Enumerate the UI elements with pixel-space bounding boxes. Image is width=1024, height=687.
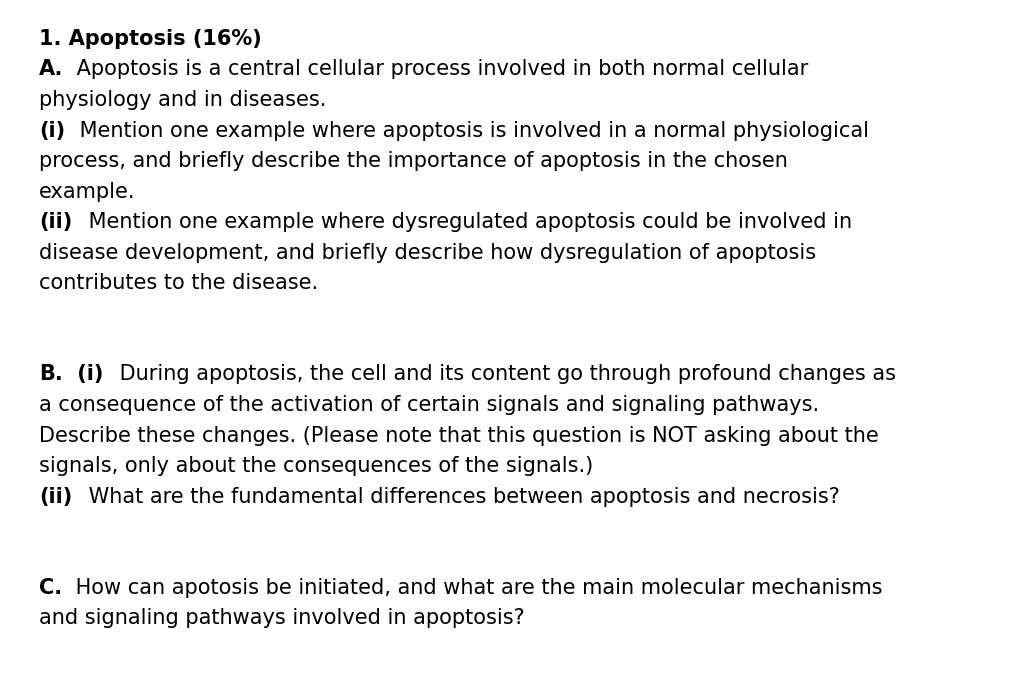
Text: A.: A. <box>39 60 63 80</box>
Text: physiology and in diseases.: physiology and in diseases. <box>39 90 327 110</box>
Text: and signaling pathways involved in apoptosis?: and signaling pathways involved in apopt… <box>39 608 524 629</box>
Text: disease development, and briefly describe how dysregulation of apoptosis: disease development, and briefly describ… <box>39 243 816 263</box>
Text: example.: example. <box>39 181 135 202</box>
Text: signals, only about the consequences of the signals.): signals, only about the consequences of … <box>39 456 593 476</box>
Text: (i): (i) <box>70 364 103 385</box>
Text: Apoptosis is a central cellular process involved in both normal cellular: Apoptosis is a central cellular process … <box>71 60 809 80</box>
Text: Mention one example where dysregulated apoptosis could be involved in: Mention one example where dysregulated a… <box>82 212 852 232</box>
Text: (ii): (ii) <box>39 212 72 232</box>
Text: (i): (i) <box>39 120 66 141</box>
Text: process, and briefly describe the importance of apoptosis in the chosen: process, and briefly describe the import… <box>39 151 787 171</box>
Text: B.: B. <box>39 364 62 385</box>
Text: During apoptosis, the cell and its content go through profound changes as: During apoptosis, the cell and its conte… <box>113 364 896 385</box>
Text: (ii): (ii) <box>39 486 72 507</box>
Text: 1. Apoptosis (16%): 1. Apoptosis (16%) <box>39 29 262 49</box>
Text: a consequence of the activation of certain signals and signaling pathways.: a consequence of the activation of certa… <box>39 395 819 415</box>
Text: How can apotosis be initiated, and what are the main molecular mechanisms: How can apotosis be initiated, and what … <box>69 578 883 598</box>
Text: Describe these changes. (Please note that this question is NOT asking about the: Describe these changes. (Please note tha… <box>39 425 879 446</box>
Text: Mention one example where apoptosis is involved in a normal physiological: Mention one example where apoptosis is i… <box>73 120 868 141</box>
Text: What are the fundamental differences between apoptosis and necrosis?: What are the fundamental differences bet… <box>82 486 840 507</box>
Text: contributes to the disease.: contributes to the disease. <box>39 273 318 293</box>
Text: C.: C. <box>39 578 62 598</box>
